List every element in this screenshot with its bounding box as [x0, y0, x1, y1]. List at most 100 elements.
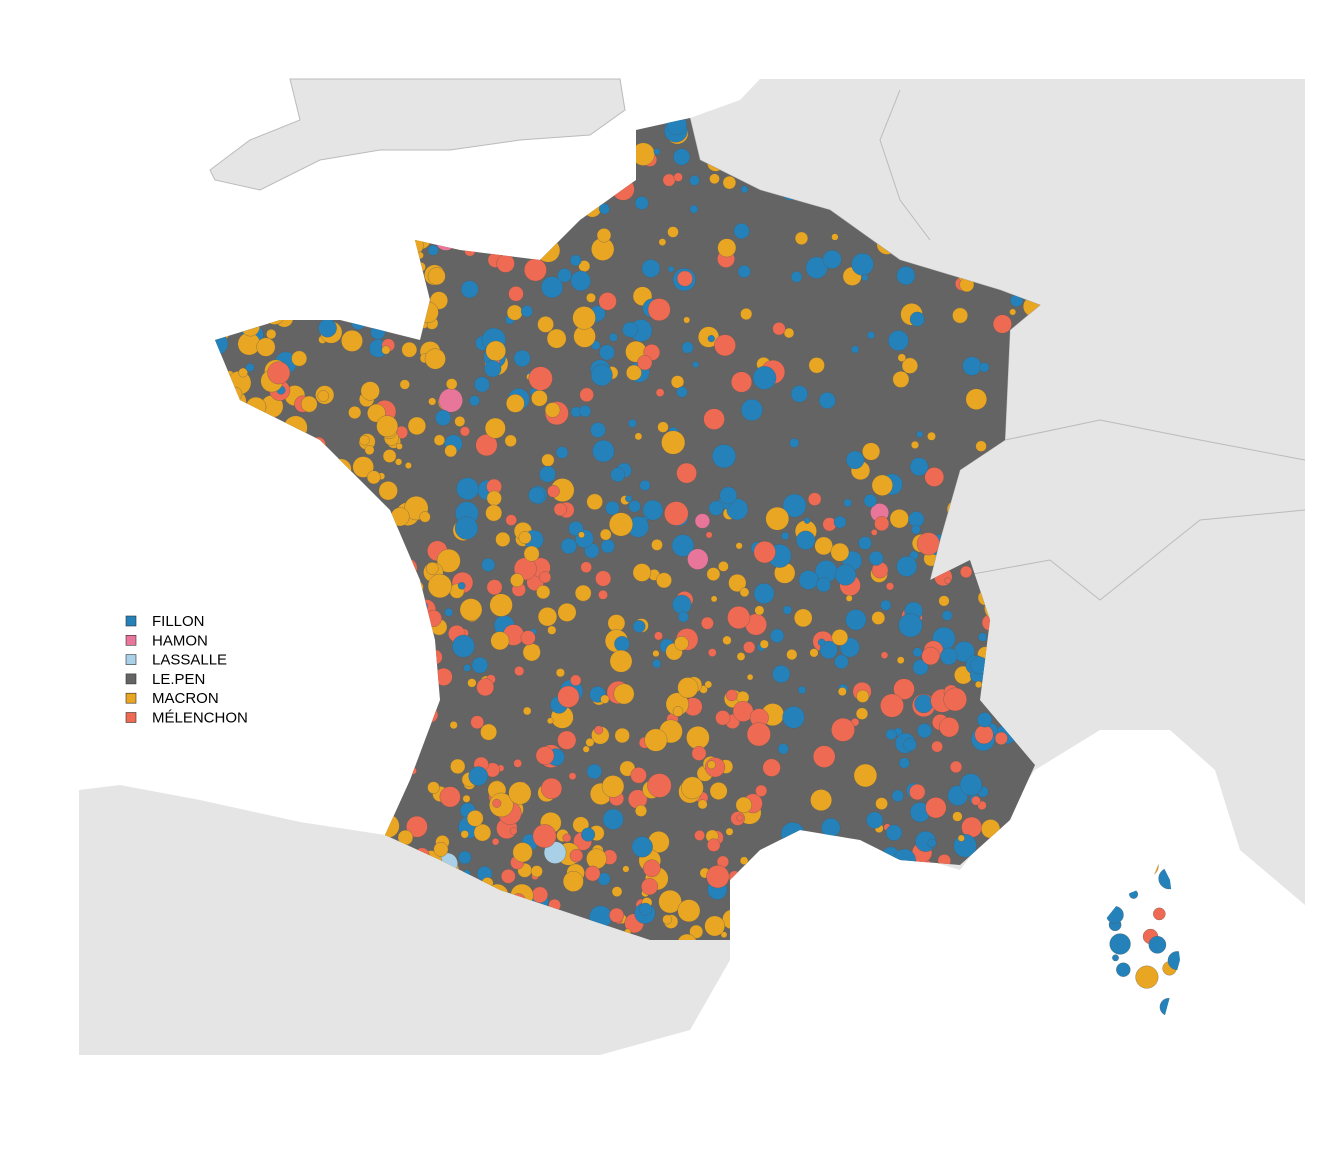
commune: [364, 445, 375, 455]
commune: [831, 233, 839, 241]
commune: [572, 306, 596, 330]
commune: [868, 550, 884, 566]
commune: [975, 440, 987, 452]
commune: [427, 781, 440, 794]
commune: [626, 364, 642, 381]
commune: [819, 640, 838, 659]
commune: [753, 541, 776, 564]
commune: [722, 175, 737, 190]
commune: [912, 647, 923, 658]
commune: [743, 641, 756, 654]
commune: [898, 613, 923, 638]
commune: [513, 349, 531, 367]
commune: [670, 375, 685, 389]
commune: [514, 666, 525, 676]
commune: [647, 773, 672, 798]
commune: [710, 595, 718, 603]
commune: [622, 321, 638, 338]
commune: [530, 865, 543, 878]
commune: [861, 274, 869, 281]
legend-label: MACRON: [152, 690, 219, 707]
commune: [797, 685, 806, 695]
commune: [543, 841, 567, 864]
commune: [658, 238, 667, 246]
legend-swatch: [125, 712, 137, 723]
commune: [489, 792, 514, 818]
commune: [740, 308, 753, 320]
commune: [830, 542, 850, 562]
commune: [452, 634, 475, 658]
commune: [845, 609, 867, 631]
commune: [360, 381, 380, 401]
commune: [531, 389, 548, 407]
commune: [735, 542, 743, 550]
commune: [898, 757, 910, 769]
commune: [632, 620, 646, 633]
commune: [739, 587, 750, 598]
commune: [544, 402, 561, 418]
commune: [740, 185, 749, 194]
commune: [909, 783, 926, 801]
legend-swatch: [125, 673, 137, 685]
commune: [903, 738, 917, 752]
commune: [813, 745, 836, 768]
commune: [704, 680, 713, 689]
commune: [814, 536, 833, 556]
commune: [863, 494, 877, 508]
commune: [978, 632, 988, 642]
commune: [871, 529, 878, 536]
commune: [656, 572, 672, 589]
commune: [489, 593, 513, 617]
commune: [317, 390, 330, 402]
commune: [637, 355, 653, 371]
commune: [808, 357, 825, 374]
commune: [862, 442, 881, 461]
commune: [476, 678, 495, 697]
commune: [1116, 962, 1131, 977]
commune: [737, 265, 751, 279]
commune: [677, 899, 701, 923]
commune: [746, 673, 754, 681]
commune: [267, 361, 291, 385]
commune: [816, 577, 831, 593]
commune: [924, 467, 945, 487]
commune: [513, 759, 522, 768]
commune: [652, 650, 660, 657]
commune: [661, 430, 686, 455]
commune: [962, 356, 982, 376]
commune: [471, 656, 489, 674]
commune: [644, 728, 668, 752]
commune: [674, 636, 689, 651]
commune: [796, 530, 816, 550]
commune: [382, 449, 397, 463]
commune: [610, 467, 626, 483]
legend-swatch: [125, 654, 137, 665]
commune: [599, 528, 612, 541]
commune: [458, 850, 472, 865]
commune: [318, 318, 337, 338]
commune: [444, 444, 457, 458]
commune: [940, 647, 958, 666]
commune: [574, 584, 592, 602]
commune: [794, 608, 813, 628]
commune: [672, 594, 692, 615]
commune: [917, 723, 932, 739]
commune: [755, 784, 768, 797]
commune: [914, 694, 934, 714]
commune: [454, 416, 466, 427]
commune: [470, 715, 484, 729]
commune: [614, 636, 630, 652]
commune: [896, 266, 916, 286]
commune: [480, 723, 497, 741]
commune: [658, 889, 682, 914]
commune: [523, 545, 540, 562]
commune: [639, 479, 651, 491]
commune: [911, 524, 921, 535]
commune: [971, 795, 981, 806]
commune: [641, 878, 659, 896]
commune: [522, 643, 541, 662]
commune: [490, 631, 510, 651]
commune: [580, 561, 592, 573]
commune: [707, 760, 716, 770]
commune: [705, 531, 713, 539]
